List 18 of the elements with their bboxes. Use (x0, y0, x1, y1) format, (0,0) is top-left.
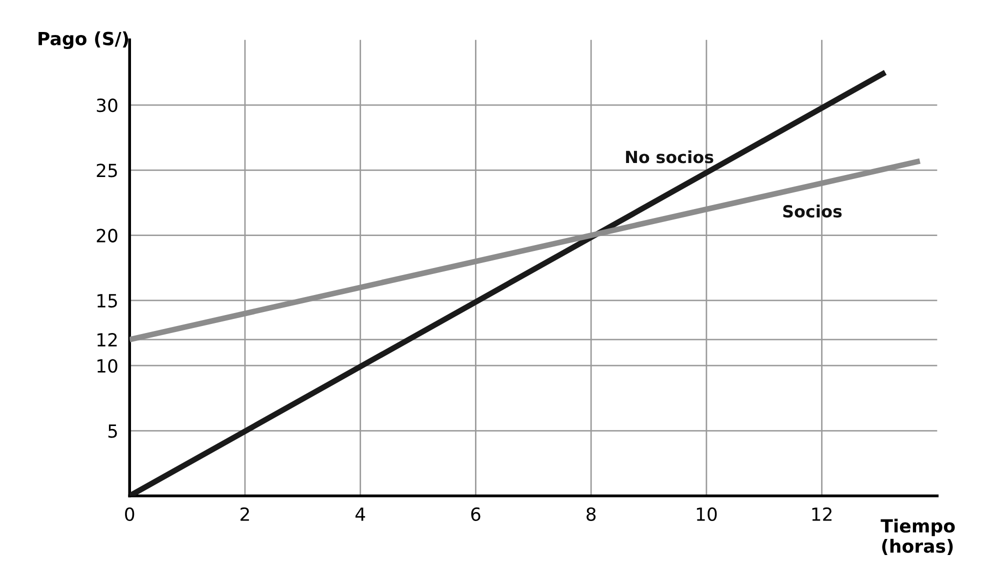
y-tick-label: 12 (98, 333, 117, 346)
y-tick-label: 15 (98, 294, 117, 308)
y-tick-label: 25 (96, 164, 117, 178)
x-tick-label: 0 (125, 507, 134, 521)
x-tick-label: 12 (812, 507, 832, 521)
series-label: No socios (626, 150, 714, 164)
y-tick-label: 20 (96, 228, 118, 242)
x-tick-label: 8 (586, 507, 596, 521)
y-tick-label: 5 (108, 424, 117, 438)
x-tick-label: 6 (471, 507, 480, 521)
x-tick-label: 4 (355, 508, 366, 521)
x-axis-title: Tiempo (horas) (880, 518, 955, 556)
y-axis-title: Pago (S/) (38, 31, 128, 50)
x-tick-label: 10 (696, 507, 717, 521)
x-tick-label: 2 (240, 507, 249, 521)
y-tick-label: 10 (98, 359, 118, 373)
series-label: Socios (783, 204, 842, 218)
y-tick-label: 30 (96, 98, 118, 112)
